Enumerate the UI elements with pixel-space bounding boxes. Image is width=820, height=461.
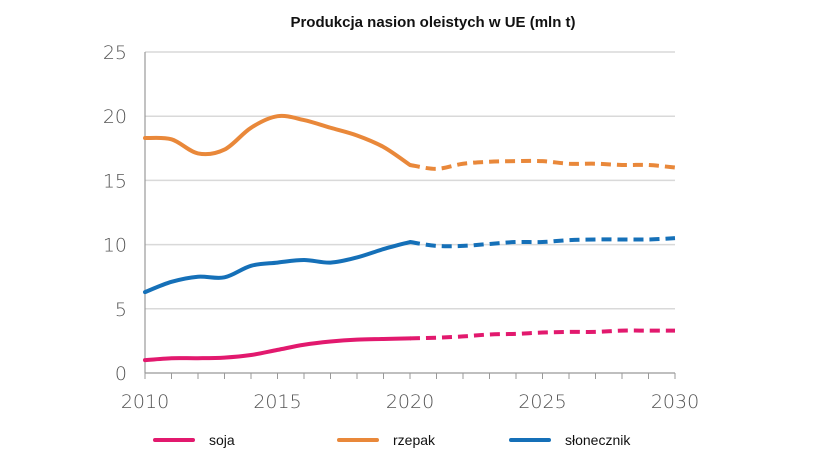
y-tick-label: 15 (103, 170, 127, 192)
legend-item-rzepak: rzepak (337, 432, 435, 448)
legend-label: rzepak (393, 432, 436, 448)
x-tick-label: 2020 (386, 391, 434, 413)
x-tick-label: 2015 (253, 391, 301, 413)
x-tick-label: 2025 (518, 391, 566, 413)
y-tick-label: 25 (103, 42, 127, 64)
series-projection-soja (409, 328, 675, 341)
legend-swatch (153, 438, 195, 442)
y-tick-label: 0 (115, 363, 127, 385)
series-line-rzepak (143, 113, 412, 167)
legend-label: słonecznik (565, 432, 631, 448)
y-tick-label: 5 (115, 299, 127, 321)
series-line-soja (143, 336, 412, 363)
x-tick-label: 2030 (651, 391, 699, 413)
legend-label: soja (209, 432, 235, 448)
series-projection-rzepak (409, 158, 676, 171)
legend-item-slonecznik: słonecznik (509, 432, 630, 448)
series-line-słonecznik (143, 240, 412, 295)
y-tick-label: 10 (103, 235, 127, 257)
legend-swatch (337, 438, 379, 442)
legend-item-soja: soja (153, 432, 235, 448)
y-tick-label: 20 (103, 106, 127, 128)
series-projection-słonecznik (409, 236, 676, 249)
legend-swatch (509, 438, 551, 442)
chart-title: Produkcja nasion oleistych w UE (mln t) (290, 14, 576, 31)
x-tick-label: 2010 (121, 391, 169, 413)
